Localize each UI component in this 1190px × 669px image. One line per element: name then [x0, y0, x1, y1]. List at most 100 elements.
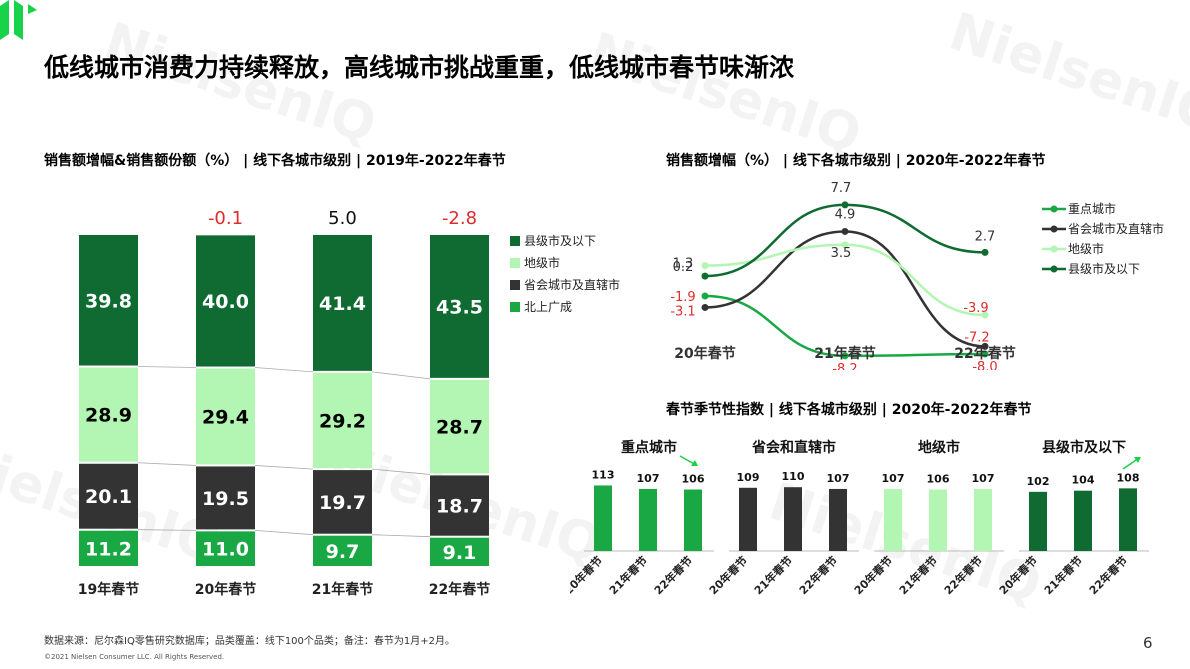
data-point	[981, 311, 989, 319]
stacked-bar-segment	[313, 470, 372, 534]
segment-value-label: 43.5	[436, 296, 483, 318]
legend-marker	[1050, 205, 1058, 213]
bar-value-label: 107	[827, 472, 850, 485]
bar-value-label: 106	[682, 473, 705, 486]
x-tick-label: 21年春节	[751, 553, 795, 597]
x-tick-label: 20年春节	[195, 581, 256, 598]
data-point	[981, 350, 989, 358]
logo-stroke	[28, 4, 37, 14]
data-point	[841, 352, 849, 360]
data-label: 1.3	[673, 257, 694, 272]
x-tick-label: 22年春节	[954, 345, 1015, 362]
x-tick-label: 20年春节	[674, 345, 735, 362]
index-bar	[974, 488, 992, 551]
line-chart-title: 销售额增幅（%） | 线下各城市级别 | 2020年-2022年春节	[666, 153, 1046, 169]
stacked-bar-segment	[196, 466, 255, 530]
stacked-bar-segment	[196, 235, 255, 367]
stacked-bar-segment	[430, 235, 489, 378]
index-bar	[1029, 491, 1047, 551]
index-bar	[1119, 488, 1137, 551]
bar-value-label: 110	[782, 470, 805, 483]
copyright: ©2021 Nielsen Consumer LLC. All Rights R…	[44, 653, 225, 661]
legend-marker	[1050, 225, 1058, 233]
growth-line-chart: -1.9 -8.2 -8.0 -3.1 4.9 -7.2 1.3 3.5 -3.9 0.2 7.7 2…	[670, 181, 1164, 370]
data-label: -8.0	[972, 360, 997, 370]
data-label: 0.2	[673, 260, 694, 275]
nielseniq-logo-icon	[0, 0, 37, 40]
total-growth-label: -2.8	[442, 208, 477, 229]
connector-line	[137, 366, 197, 368]
logo-stroke	[14, 0, 23, 40]
data-point	[981, 248, 989, 256]
series-line	[704, 294, 986, 358]
data-label: -1.9	[670, 290, 695, 305]
group-title: 重点城市	[621, 439, 677, 456]
index-bar	[684, 489, 702, 551]
trend-down-arrow-icon	[679, 455, 698, 466]
x-tick-label: 20年春节	[570, 553, 605, 597]
index-bar	[884, 488, 902, 551]
bar-value-label: 108	[1117, 471, 1140, 484]
index-bar	[594, 485, 612, 551]
legend-swatch	[510, 280, 520, 290]
segment-value-label: 28.7	[436, 417, 483, 439]
data-label: 3.5	[831, 246, 852, 261]
bar-value-label: 107	[637, 472, 660, 485]
legend-marker	[1050, 245, 1058, 253]
legend-entry: 北上广成	[524, 300, 572, 314]
x-tick-label: 20年春节	[851, 553, 895, 597]
seasonality-chart-title: 春节季节性指数 | 线下各城市级别 | 2020年-2022年春节	[666, 402, 1032, 418]
data-point	[701, 292, 709, 300]
x-tick-label: 22年春节	[429, 581, 490, 598]
stacked-bar-chart: 11.2 20.1 28.9 39.8 19年春节 11.0 19.5 29.4 40.0 20年…	[78, 208, 620, 598]
data-point	[701, 272, 709, 280]
x-tick-label: 20年春节	[996, 553, 1040, 597]
connector-line	[371, 534, 431, 538]
bar-value-label: 107	[972, 472, 995, 485]
legend-marker	[1050, 265, 1058, 273]
bar-value-label: 113	[592, 468, 615, 481]
segment-value-label: 19.7	[319, 492, 366, 514]
data-label: -8.2	[832, 362, 857, 370]
legend-entry: 重点城市	[1068, 201, 1116, 216]
x-tick-label: 19年春节	[78, 581, 139, 598]
data-point	[841, 241, 849, 249]
index-bar	[784, 487, 802, 551]
segment-value-label: 20.1	[85, 486, 132, 508]
segment-value-label: 9.1	[443, 542, 477, 564]
connector-line	[371, 468, 431, 475]
legend-entry: 地级市	[1068, 241, 1104, 256]
legend-entry: 省会城市及直辖市	[1068, 221, 1164, 236]
data-point	[841, 227, 849, 235]
data-label: 2.7	[975, 229, 996, 244]
watermark-text: NielsenIQ	[582, 22, 868, 166]
bar-value-label: 102	[1027, 475, 1050, 488]
segment-value-label: 41.4	[319, 293, 366, 315]
segment-value-label: 39.8	[85, 290, 132, 312]
connector-line	[137, 529, 197, 531]
legend-entry: 县级市及以下	[1068, 261, 1140, 276]
segment-value-label: 28.9	[85, 405, 132, 427]
stacked-bar-segment	[430, 537, 489, 566]
data-point	[981, 342, 989, 350]
x-tick-label: 20年春节	[706, 553, 750, 597]
index-bar	[739, 487, 757, 551]
stacked-bar-segment	[430, 379, 489, 474]
stacked-bar-segment	[430, 475, 489, 536]
legend-swatch	[510, 302, 520, 312]
segment-value-label: 18.7	[436, 496, 483, 518]
stacked-chart-title: 销售额增幅&销售额份额（%） | 线下各城市级别 | 2019年-2022年春节	[44, 153, 506, 169]
data-label: -7.2	[964, 330, 989, 345]
index-bar	[1074, 490, 1092, 551]
segment-value-label: 29.2	[319, 410, 366, 432]
stacked-bar-segment	[79, 463, 138, 529]
total-growth-label: 5.0	[328, 208, 357, 229]
x-tick-label: 21年春节	[606, 553, 650, 597]
legend-swatch	[510, 258, 520, 268]
seasonality-bar-chart: 重点城市 113 20年春节 107 21年春节 106 22年春节 省会和直辖市 109 20年…	[570, 439, 1149, 597]
segment-value-label: 19.5	[202, 488, 249, 510]
legend-swatch	[510, 236, 520, 246]
connector-line	[137, 462, 197, 466]
stacked-bar-segment	[79, 367, 138, 462]
